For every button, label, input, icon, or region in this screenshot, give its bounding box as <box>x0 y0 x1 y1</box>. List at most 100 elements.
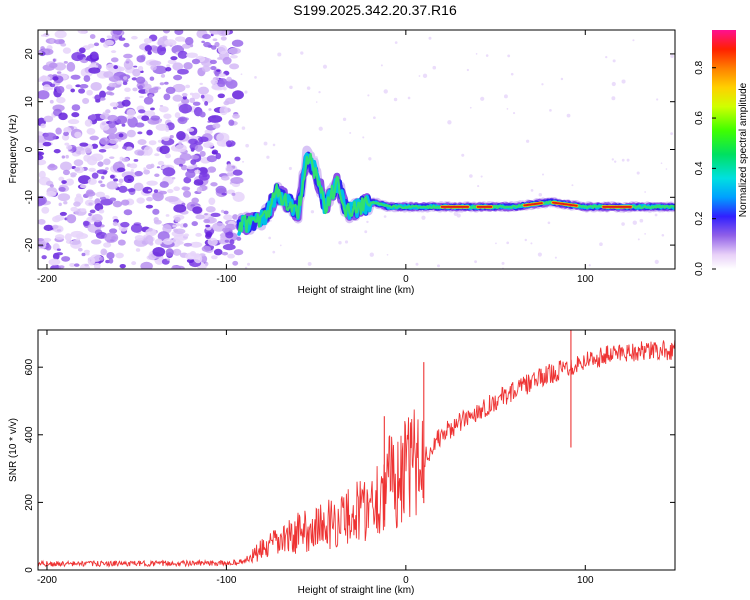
spectrogram-noise-blob <box>111 236 117 241</box>
spectrogram-noise-blob <box>61 180 67 184</box>
spectrogram-noise-blob <box>233 249 244 256</box>
spectrogram-noise-blob <box>95 191 106 198</box>
spectrogram-noise-blob <box>123 53 133 59</box>
spectrogram-noise-blob <box>224 239 230 243</box>
spectrogram-noise-blob <box>189 92 194 96</box>
spectrogram-noise-speckle <box>637 238 640 241</box>
spectrogram-noise-blob <box>226 76 232 82</box>
spectrogram-noise-blob <box>83 75 91 82</box>
spectrogram-noise-blob <box>159 181 169 188</box>
snr-y-tick-label: 200 <box>24 494 35 511</box>
spectrogram-noise-blob <box>91 54 98 60</box>
spectrogram-noise-blob <box>83 154 92 162</box>
spectrogram-noise-blob <box>104 232 119 243</box>
colorbar-ticks: 0.0 0.2 0.4 0.6 0.8 <box>694 60 716 276</box>
spectrogram-noise-speckle <box>315 101 318 103</box>
spectrogram-noise-blob <box>181 98 190 105</box>
spectrogram-noise-field <box>38 30 674 269</box>
spectrogram-noise-blob <box>59 211 67 216</box>
spectrogram-noise-blob <box>172 224 177 228</box>
spectrogram-noise-blob <box>97 161 104 167</box>
spectrogram-noise-blob <box>59 161 72 171</box>
spectrogram-noise-blob <box>221 175 230 181</box>
spectrogram-noise-blob <box>232 214 239 220</box>
spectrogram-noise-blob <box>137 139 147 145</box>
spectrogram-noise-speckle <box>437 264 440 268</box>
spectrogram-noise-speckle <box>665 168 668 170</box>
spectrogram-noise-blob <box>143 169 150 175</box>
spectrogram-noise-blob <box>56 71 62 74</box>
spectrogram-noise-speckle <box>670 132 674 136</box>
spectrogram-noise-blob <box>216 69 221 72</box>
spectrogram-noise-blob <box>177 50 188 59</box>
spectrogram-noise-speckle <box>660 162 663 165</box>
spectrogram-noise-blob <box>210 79 219 85</box>
spectrogram-y-tick-label: -10 <box>24 190 35 205</box>
spectrogram-noise-blob <box>148 140 157 146</box>
spectrogram-noise-speckle <box>432 65 437 70</box>
spectrogram-noise-blob <box>90 114 97 121</box>
spectrogram-noise-blob <box>222 227 230 233</box>
spectrogram-noise-blob <box>223 100 230 106</box>
spectrogram-noise-blob <box>172 62 184 71</box>
spectrogram-noise-blob <box>190 204 196 207</box>
spectrogram-noise-blob <box>226 166 234 172</box>
spectrogram-noise-blob <box>161 43 166 47</box>
spectrogram-noise-blob <box>105 109 111 114</box>
spectrogram-noise-blob <box>106 251 115 260</box>
spectrogram-noise-blob <box>209 59 217 65</box>
spectrogram-noise-blob <box>121 199 130 206</box>
spectrogram-noise-blob <box>82 97 90 104</box>
snr-y-tick-label: 600 <box>24 358 35 375</box>
spectrogram-noise-blob <box>91 214 103 223</box>
spectrogram-noise-speckle <box>245 143 250 148</box>
spectrogram-noise-blob <box>197 136 209 143</box>
spectrogram-noise-speckle <box>621 158 625 162</box>
spectrogram-noise-blob <box>90 153 104 162</box>
spectrogram-noise-blob <box>163 93 171 101</box>
spectrogram-noise-blob <box>86 127 96 135</box>
spectrogram-noise-blob <box>136 55 146 63</box>
spectrogram-noise-blob <box>41 255 47 260</box>
spectrogram-noise-blob <box>96 169 108 175</box>
spectrogram-noise-speckle <box>632 39 635 42</box>
snr-x-tick-label: 100 <box>577 575 594 586</box>
spectrogram-noise-blob <box>178 163 183 167</box>
spectrogram-noise-blob <box>63 201 68 205</box>
spectrogram-noise-speckle <box>469 174 473 178</box>
spectrogram-noise-blob <box>216 132 230 143</box>
spectrogram-noise-blob <box>159 82 165 86</box>
spectrogram-noise-blob <box>186 128 195 132</box>
spectrogram-noise-blob <box>143 110 156 117</box>
spectrogram-noise-speckle <box>415 262 419 266</box>
spectrogram-noise-blob <box>220 142 227 147</box>
spectrogram-noise-blob <box>183 223 188 228</box>
spectrogram-noise-blob <box>143 96 154 105</box>
spectrogram-noise-speckle <box>300 51 304 55</box>
spectrogram-noise-blob <box>109 102 119 107</box>
spectrogram-noise-blob <box>209 30 222 35</box>
spectrogram-noise-blob <box>225 140 233 148</box>
spectrogram-noise-blob <box>58 202 62 207</box>
spectrogram-noise-speckle <box>344 240 349 244</box>
spectrogram-x-tick-label: 0 <box>403 274 409 285</box>
spectrogram-noise-speckle <box>547 221 551 225</box>
spectrogram-noise-blob <box>108 120 116 129</box>
spectrogram-noise-blob <box>112 200 123 208</box>
spectrogram-noise-blob <box>225 231 234 239</box>
spectrogram-noise-blob <box>88 167 96 172</box>
spectrogram-noise-blob <box>70 206 78 212</box>
spectrogram-noise-blob <box>43 224 54 231</box>
spectrogram-noise-blob <box>147 50 152 55</box>
spectrogram-noise-blob <box>56 248 61 251</box>
spectrogram-noise-blob <box>58 176 65 182</box>
spectrogram-noise-blob <box>217 93 225 99</box>
spectrogram-noise-blob <box>148 189 152 192</box>
spectrogram-noise-blob <box>70 88 75 93</box>
spectrogram-noise-blob <box>165 66 172 72</box>
spectrogram-noise-blob <box>38 237 44 242</box>
spectrogram-noise-blob <box>134 170 143 177</box>
spectrogram-noise-blob <box>84 263 89 267</box>
spectrogram-noise-blob <box>103 242 112 248</box>
spectrogram-noise-blob <box>86 89 93 96</box>
